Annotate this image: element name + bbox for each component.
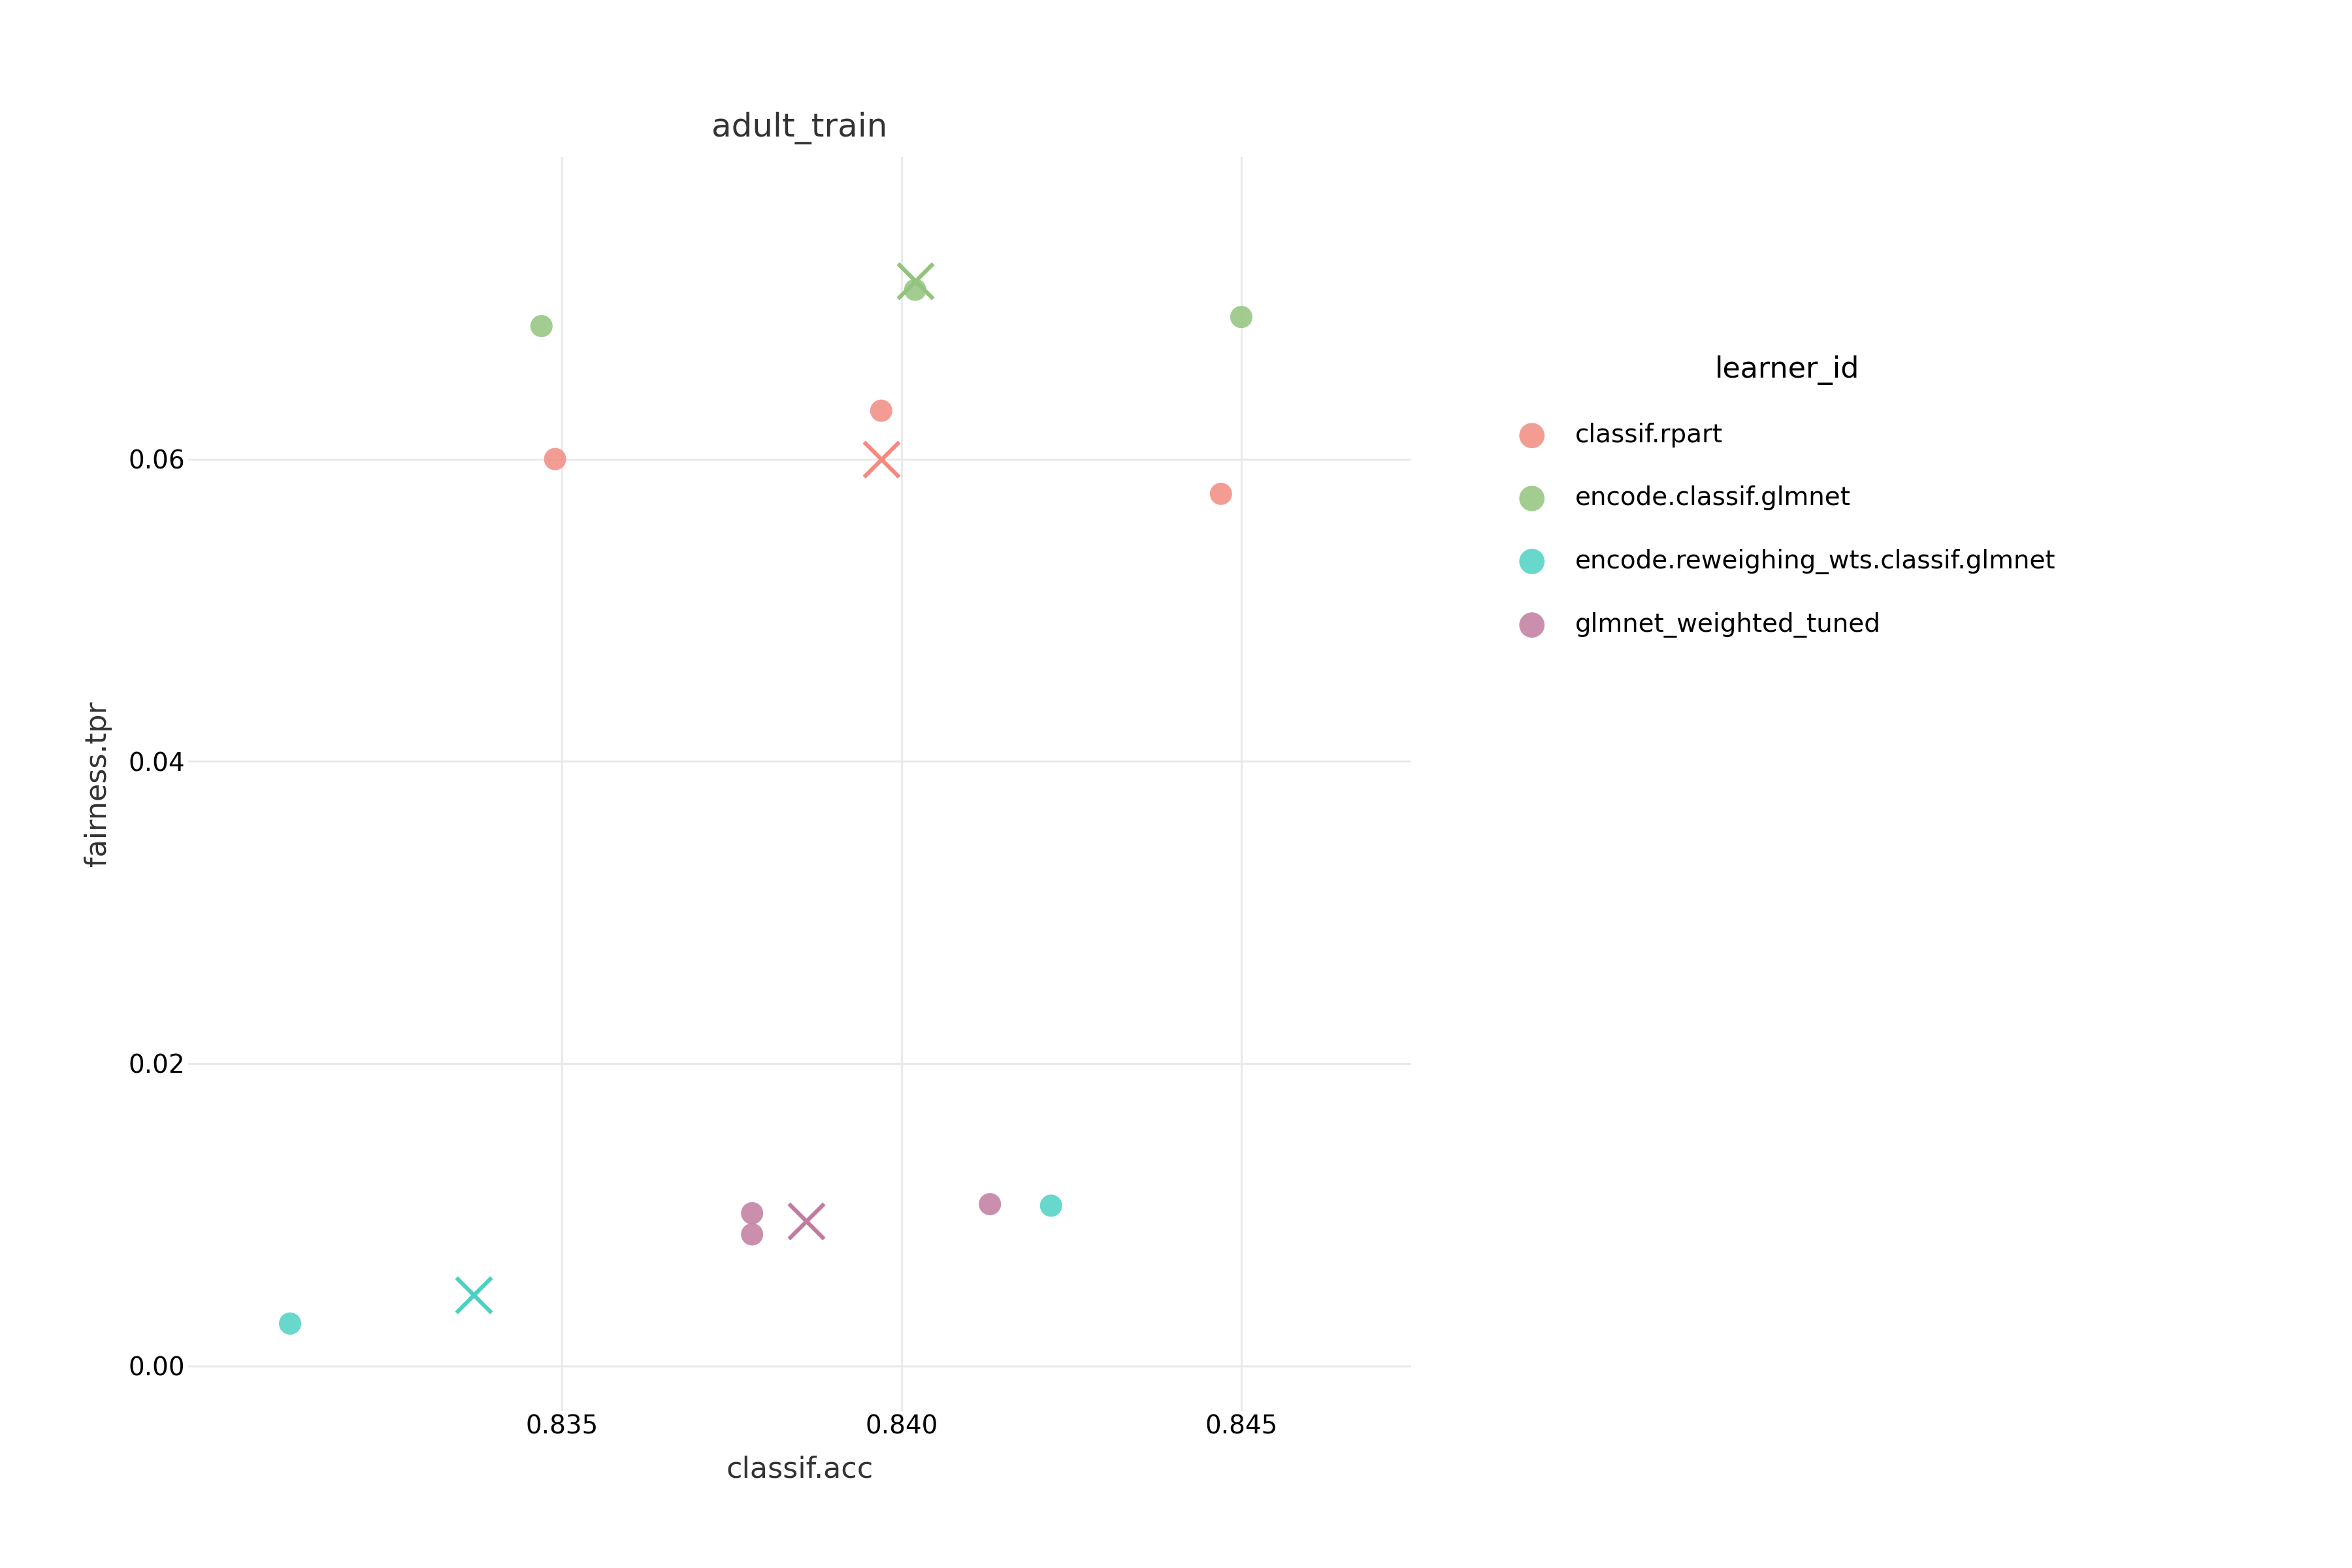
Point xyxy=(270,1311,308,1336)
Point xyxy=(863,447,901,472)
X-axis label: classif.acc: classif.acc xyxy=(727,1455,873,1483)
Point xyxy=(863,398,901,423)
Point xyxy=(522,314,560,339)
Point xyxy=(734,1221,771,1247)
Point xyxy=(1202,481,1240,506)
Legend: classif.rpart, encode.classif.glmnet, encode.reweighing_wts.classif.glmnet, glmn: classif.rpart, encode.classif.glmnet, en… xyxy=(1510,345,2065,648)
Point xyxy=(1223,304,1261,329)
Point xyxy=(788,1209,826,1234)
Point xyxy=(1033,1193,1070,1218)
Y-axis label: fairness.tpr: fairness.tpr xyxy=(85,701,113,867)
Point xyxy=(536,447,574,472)
Point xyxy=(971,1192,1009,1217)
Point xyxy=(734,1201,771,1226)
Point xyxy=(454,1283,492,1308)
Title: adult_train: adult_train xyxy=(713,111,887,144)
Point xyxy=(896,278,934,303)
Point xyxy=(896,268,934,293)
